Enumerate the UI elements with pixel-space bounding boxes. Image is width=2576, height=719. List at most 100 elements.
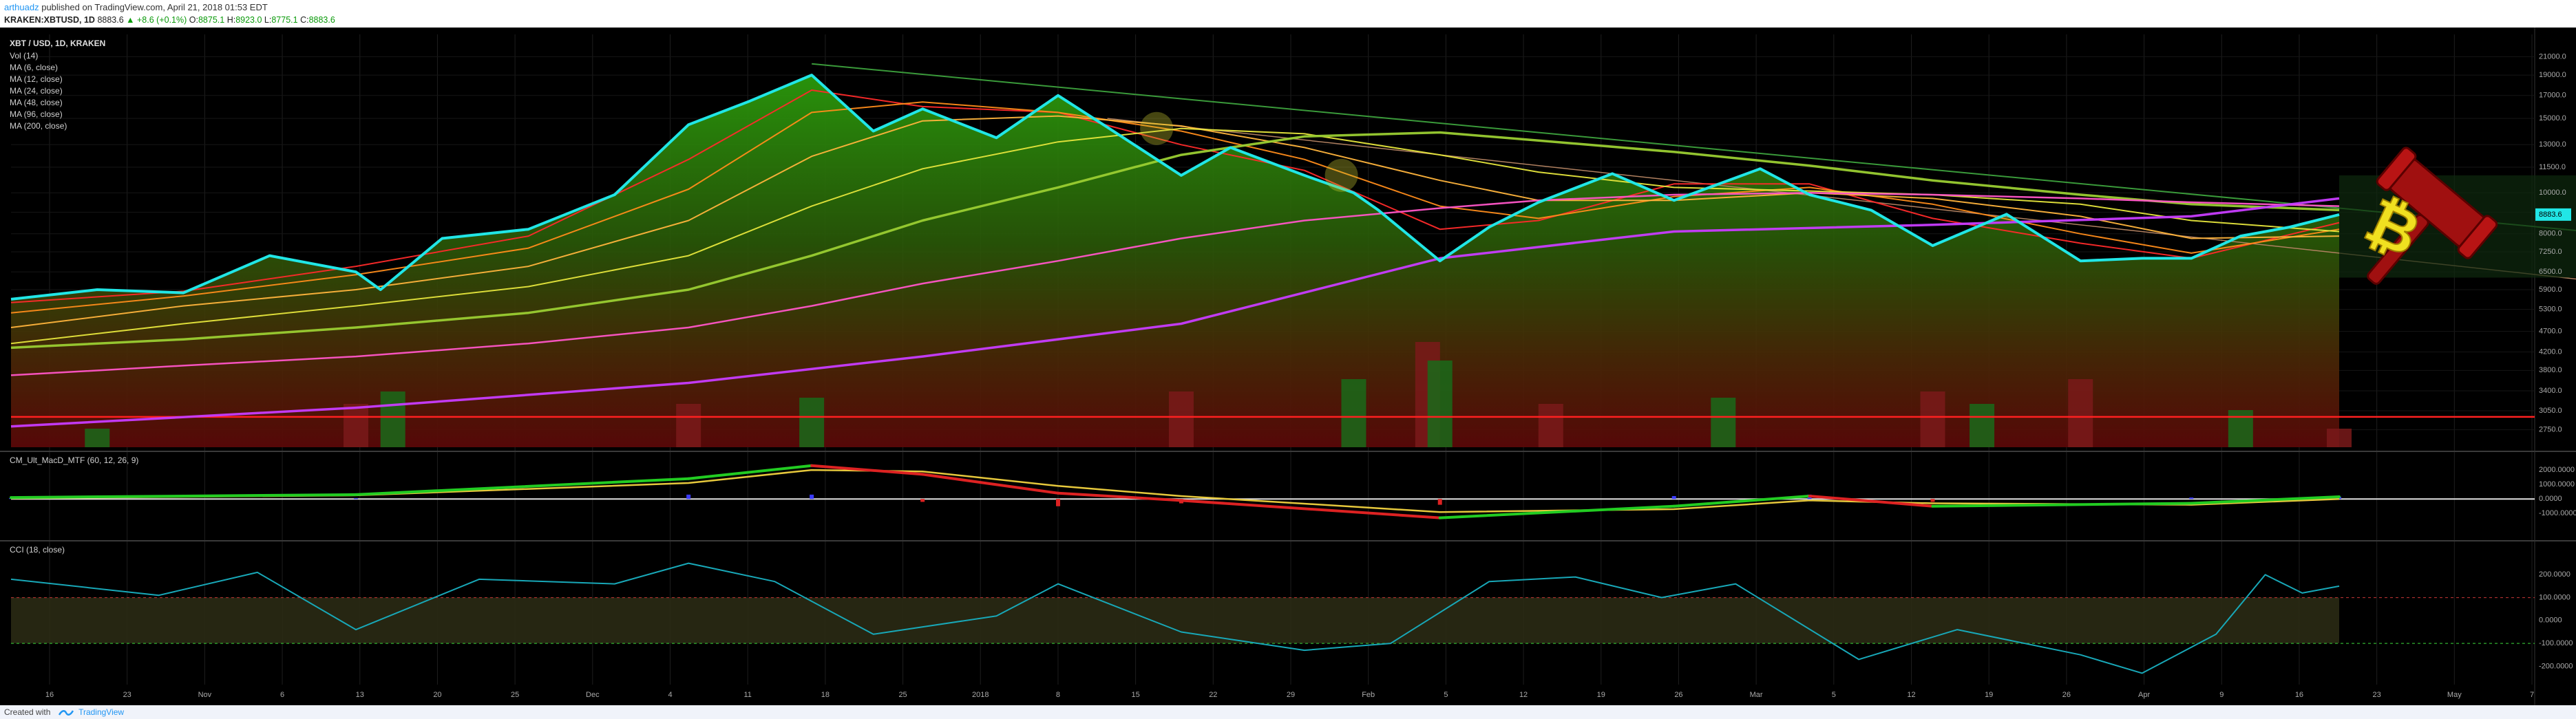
macd-pane [9, 464, 2535, 519]
chart-svg[interactable]: 16 23 Nov 6 13 20 25 Dec 4 11 18 25 2018 8 15 22 29 Feb 5 1… [0, 28, 2576, 705]
x-tick-label: 25 [511, 691, 519, 699]
macd-line-segment [921, 473, 1060, 495]
volume-bar [1168, 391, 1194, 447]
x-tick-label: 20 [433, 691, 441, 699]
x-tick-label: 8 [1056, 691, 1060, 699]
macd-histogram-bar [1930, 499, 1935, 502]
macd-line-segment [1931, 502, 2193, 508]
tradingview-logo-icon [58, 709, 74, 716]
ma6-line [10, 89, 2340, 303]
main-pane-legend-entry: MA (24, close) [10, 86, 63, 96]
volume-bar [1427, 361, 1453, 447]
publish-info: arthuadz published on TradingView.com, A… [4, 2, 268, 12]
x-tick-label: May [2447, 691, 2462, 699]
macd-y-tick-label: 2000.0000 [2539, 466, 2575, 474]
chart-header: arthuadz published on TradingView.com, A… [0, 0, 2576, 28]
macd-histogram-bar [2189, 497, 2194, 500]
symbol-label: KRAKEN:XBTUSD, 1D [4, 15, 95, 25]
y-tick-label: 3800.0 [2539, 366, 2562, 374]
main-pane-legend-entry: MA (96, close) [10, 109, 63, 119]
y-tick-label: 10000.0 [2539, 189, 2566, 197]
macd-y-tick-label: -1000.0000 [2539, 509, 2576, 517]
last-price-tag [2535, 208, 2571, 221]
x-tick-label: Mar [1750, 691, 1763, 699]
main-pane-legend-entry: MA (200, close) [10, 121, 67, 131]
x-tick-label: Apr [2138, 691, 2150, 699]
x-tick-label: 16 [45, 691, 54, 699]
author-link[interactable]: arthuadz [4, 2, 39, 12]
highlight-circle [1140, 111, 1174, 145]
macd-histogram-bar [920, 499, 925, 502]
x-tick-label: Dec [586, 691, 600, 699]
cci-y-tick-label: 100.0000 [2539, 593, 2570, 601]
x-tick-label: 22 [1209, 691, 1217, 699]
y-tick-label: 3400.0 [2539, 387, 2562, 395]
cci-pane-title: CCI (18, close) [10, 545, 65, 555]
y-tick-label: 3050.0 [2539, 407, 2562, 415]
y-tick-label: 15000.0 [2539, 114, 2566, 122]
last-price: 8883.6 [97, 15, 124, 25]
x-tick-label: 6 [280, 691, 284, 699]
low-label: L: [264, 15, 272, 25]
macd-line-segment [355, 477, 690, 496]
high-label: H: [226, 15, 236, 25]
volume-bar [344, 404, 369, 447]
cci-y-tick-label: 200.0000 [2539, 570, 2570, 579]
macd-histogram-bar [354, 498, 359, 500]
published-text: published on TradingView.com, April 21, … [41, 2, 268, 12]
ma200-line [10, 192, 2340, 376]
gavel-icon [2367, 147, 2498, 285]
y-tick-label: 4700.0 [2539, 328, 2562, 336]
chart-area[interactable]: 16 23 Nov 6 13 20 25 Dec 4 11 18 25 2018 8 15 22 29 Feb 5 1… [0, 28, 2576, 705]
volume-bar [1920, 391, 1945, 447]
macd-histogram-bar [1437, 499, 1442, 505]
macd-line-segment [810, 464, 925, 476]
cci-pane [10, 562, 2535, 674]
open-label: O: [189, 15, 198, 25]
y-tick-label: 5900.0 [2539, 286, 2562, 294]
macd-histogram-bar [1671, 496, 1676, 500]
x-tick-label: 23 [2373, 691, 2381, 699]
price-pane [10, 63, 2576, 448]
cci-y-tick-label: -100.0000 [2539, 639, 2573, 647]
price-area-fill [11, 75, 2339, 448]
x-tick-label: 29 [1287, 691, 1295, 699]
volume-bar [85, 429, 110, 447]
x-tick-label: 4 [668, 691, 672, 699]
tradingview-link[interactable]: TradingView [78, 707, 125, 717]
macd-pane-title: CM_Ult_MacD_MTF (60, 12, 26, 9) [10, 455, 138, 465]
x-tick-label: 9 [2219, 691, 2224, 699]
ma24-line [10, 115, 2340, 328]
y-tick-label: 8000.0 [2539, 230, 2562, 238]
x-tick-label: 11 [743, 691, 751, 699]
pane-labels: XBT / USD, 1D, KRAKEN Vol (14) MA (6, clos… [10, 39, 138, 555]
main-pane-legend-entry: MA (12, close) [10, 74, 63, 84]
x-tick-label: 26 [2062, 691, 2071, 699]
created-with-label: Created with [4, 707, 51, 717]
y-tick-label: 2750.0 [2539, 425, 2562, 433]
macd-line-segment [2190, 495, 2341, 505]
ma96-line [10, 131, 2340, 350]
macd-line-segment [1057, 491, 1183, 502]
x-tick-label: 12 [1907, 691, 1915, 699]
macd-line-segment [10, 493, 358, 500]
price-line [10, 74, 2340, 301]
highlight-circle [1324, 158, 1358, 192]
volume-bar [1970, 404, 1995, 447]
x-tick-label: 18 [821, 691, 830, 699]
y-tick-label: 19000.0 [2539, 71, 2566, 79]
y-tick-label: 6500.0 [2539, 268, 2562, 276]
macd-line-segment [687, 464, 814, 480]
macd-y-tick-label: 1000.0000 [2539, 480, 2575, 489]
x-tick-label: 13 [356, 691, 364, 699]
x-tick-label: 19 [1985, 691, 1993, 699]
main-pane-legend-entry: Vol (14) [10, 51, 38, 61]
volume-bar [2327, 429, 2352, 447]
macd-line-segment [1672, 495, 1811, 508]
macd-histogram-bar [686, 494, 691, 500]
volume-bar [2068, 379, 2093, 447]
footer: Created with TradingView [0, 705, 2576, 719]
cci-y-tick-label: -200.0000 [2539, 662, 2573, 670]
main-pane-legend-entry: MA (6, close) [10, 63, 58, 72]
long-ma-line [10, 197, 2340, 428]
